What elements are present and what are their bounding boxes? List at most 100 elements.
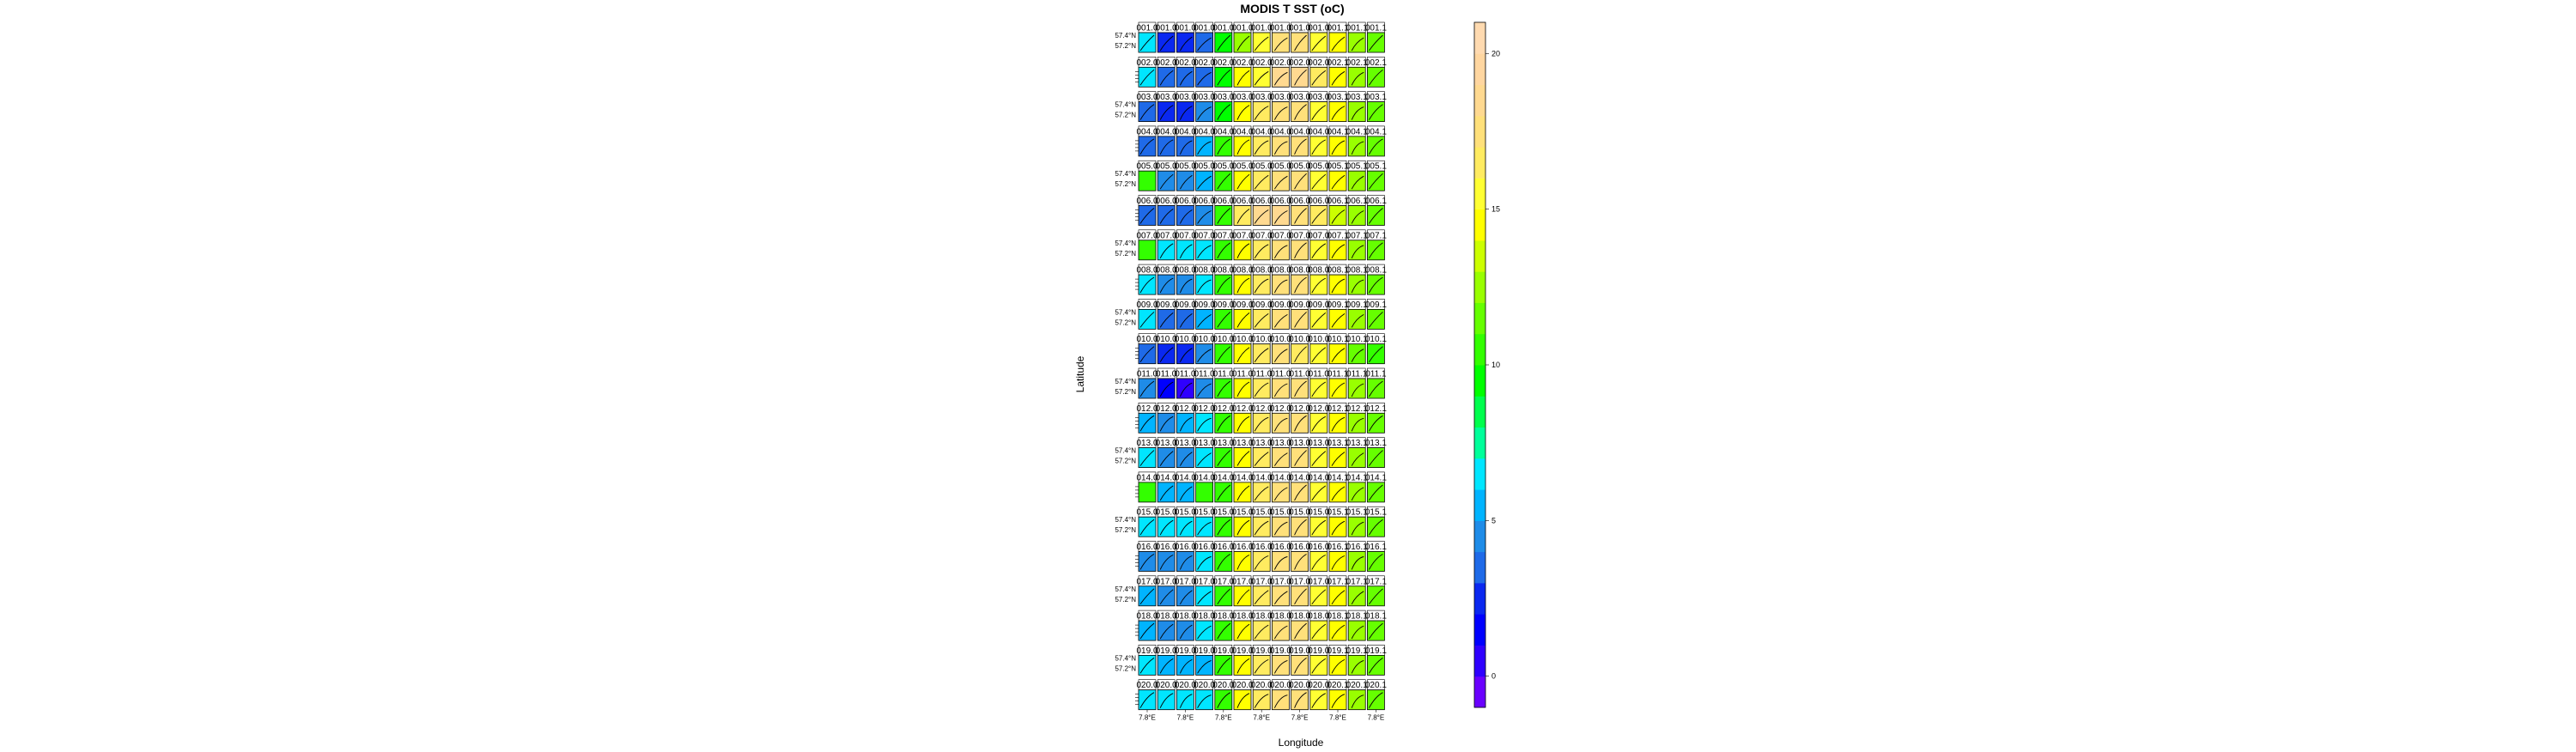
- panel: 014.0: [1251, 471, 1273, 503]
- contour-line: [1273, 279, 1288, 294]
- contour-line: [1159, 243, 1174, 259]
- panel-label: 001.0: [1136, 24, 1157, 33]
- panel-label: 018.1: [1346, 612, 1368, 622]
- sst-cell: [1347, 551, 1366, 572]
- contour-line: [1197, 141, 1212, 155]
- contour-line: [1159, 693, 1174, 708]
- panel: 016.0: [1136, 541, 1158, 572]
- contour-line: [1254, 209, 1269, 224]
- panel: 018.0: [1270, 609, 1291, 641]
- panel-label: 015.0: [1231, 508, 1253, 518]
- contour-line: [1369, 380, 1383, 397]
- y-tick-label: 57.4°N: [1115, 378, 1136, 385]
- panel: 008.1: [1365, 264, 1387, 295]
- panel-label: 003.0: [1194, 93, 1215, 102]
- panel: 015.0: [1270, 506, 1291, 537]
- panel-label: 010.0: [1289, 335, 1310, 344]
- contour-line: [1311, 173, 1327, 190]
- panel: 020.0: [1270, 679, 1291, 711]
- contour-line: [1369, 415, 1383, 432]
- panel: 013.0: [1175, 437, 1196, 468]
- contour-line: [1217, 312, 1231, 328]
- panel-label: 014.1: [1327, 473, 1348, 482]
- panel-label: 002.1: [1346, 58, 1368, 68]
- contour-line: [1311, 243, 1327, 259]
- sst-cell: [1195, 516, 1213, 537]
- contour-line: [1274, 37, 1288, 52]
- contour-line: [1159, 623, 1174, 640]
- colorkey-band: [1474, 178, 1485, 210]
- sst-cell: [1157, 136, 1176, 157]
- panel: 020.0: [1175, 679, 1196, 711]
- contour-line: [1351, 625, 1364, 640]
- panel: 017.0: [1231, 575, 1254, 607]
- panel: 002.0: [1289, 57, 1311, 88]
- panel: 002.0: [1212, 57, 1235, 88]
- panel: 010.0: [1270, 333, 1291, 365]
- panel: 011.0: [1213, 367, 1234, 399]
- contour-line: [1331, 590, 1346, 605]
- contour-line: [1139, 380, 1155, 397]
- contour-line: [1351, 106, 1364, 120]
- panel: 016.1: [1327, 541, 1349, 572]
- panel: 006.0: [1231, 195, 1254, 226]
- sst-cell: [1157, 689, 1176, 711]
- panel: 002.1: [1365, 57, 1387, 88]
- panel: 016.0: [1194, 541, 1216, 572]
- panel: 015.0: [1156, 506, 1177, 537]
- panel: 009.0: [1308, 299, 1330, 330]
- contour-line: [1351, 279, 1364, 294]
- contour-line: [1254, 416, 1269, 432]
- contour-line: [1159, 70, 1174, 86]
- contour-line: [1351, 556, 1364, 570]
- contour-line: [1217, 346, 1231, 362]
- panel: 020.0: [1212, 679, 1235, 711]
- sst-cell: [1233, 655, 1252, 676]
- contour-line: [1331, 278, 1346, 294]
- panel-label: 018.0: [1194, 612, 1215, 622]
- panel-label: 004.1: [1346, 127, 1368, 136]
- panel: 004.0: [1212, 125, 1235, 157]
- sst-cell: [1328, 516, 1347, 537]
- panel: 012.0: [1212, 402, 1235, 434]
- panel: 002.1: [1346, 57, 1368, 88]
- contour-line: [1273, 417, 1288, 432]
- panel-label: 009.0: [1308, 300, 1329, 310]
- contour-line: [1236, 347, 1250, 362]
- panel-label: 002.1: [1327, 58, 1348, 68]
- panel: 001.0: [1231, 21, 1254, 53]
- panel-label: 006.0: [1231, 197, 1253, 206]
- panel: 020.1: [1346, 679, 1368, 711]
- panel: 004.1: [1365, 125, 1387, 157]
- colorkey-band: [1474, 240, 1485, 272]
- panel-label: 003.0: [1289, 93, 1310, 102]
- panel-label: 016.0: [1270, 543, 1291, 552]
- contour-line: [1311, 485, 1327, 501]
- sst-cell: [1272, 274, 1290, 295]
- panel: 001.1: [1365, 21, 1387, 53]
- panel-label: 017.1: [1327, 577, 1348, 586]
- panel-label: 009.0: [1212, 300, 1234, 310]
- panel: 019.1: [1365, 645, 1387, 676]
- panel-label: 020.0: [1231, 681, 1253, 690]
- panel: 005.0: [1270, 160, 1291, 191]
- panel-label: 008.0: [1289, 266, 1310, 276]
- sst-cell: [1233, 412, 1252, 434]
- sst-cell: [1233, 240, 1252, 261]
- panel-label: 017.0: [1231, 577, 1253, 586]
- panel: 002.0: [1251, 57, 1273, 88]
- panel: 020.1: [1365, 679, 1387, 711]
- panel-label: 018.0: [1175, 612, 1196, 622]
- sst-cell: [1291, 551, 1309, 572]
- panel-label: 001.0: [1194, 24, 1215, 33]
- contour-line: [1369, 346, 1383, 362]
- panel: 020.0: [1156, 679, 1177, 711]
- panel-label: 020.0: [1136, 681, 1157, 690]
- sst-cell: [1328, 274, 1347, 295]
- panel: 013.0: [1251, 437, 1273, 468]
- panel: 011.1: [1327, 367, 1349, 399]
- contour-line: [1179, 590, 1193, 605]
- panel-label: 014.0: [1136, 473, 1157, 482]
- contour-line: [1197, 71, 1212, 86]
- contour-line: [1217, 554, 1231, 570]
